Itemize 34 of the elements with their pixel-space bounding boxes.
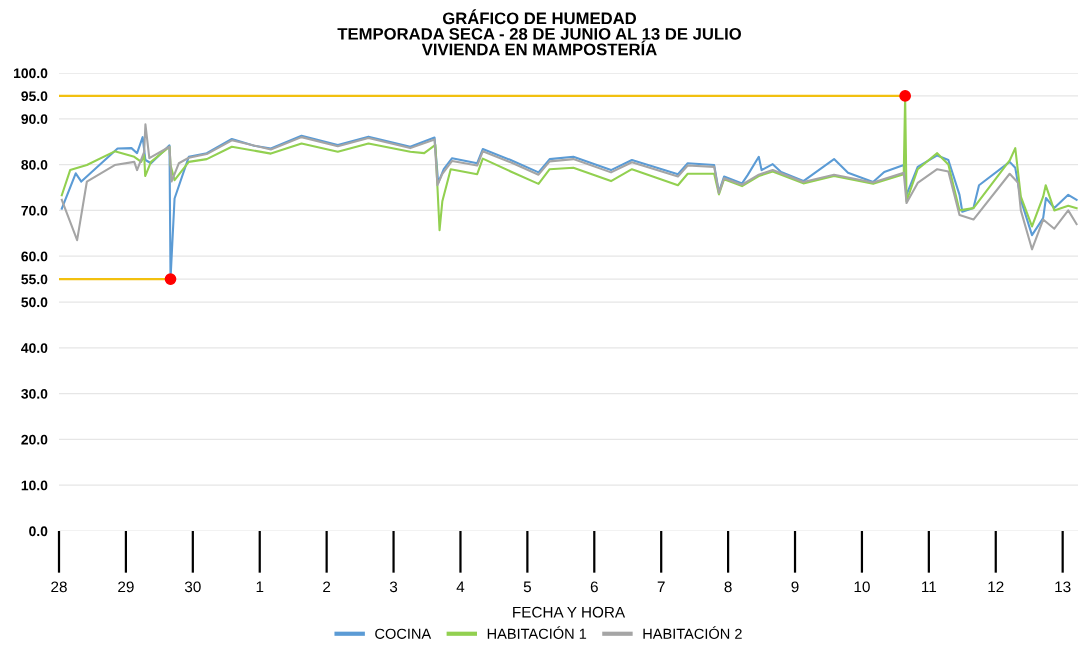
x-tick-label: 11 xyxy=(922,581,937,593)
x-tick-label: 4 xyxy=(456,581,465,593)
y-tick-label: 100.0 xyxy=(14,68,48,79)
y-tick-label: 90.0 xyxy=(21,114,48,124)
y-tick-label: 80.0 xyxy=(21,159,48,170)
x-tick-label: 2 xyxy=(323,581,331,593)
x-tick-label: 7 xyxy=(657,581,665,593)
y-tick-label: 10.0 xyxy=(21,480,48,491)
y-tick-label: 55.0 xyxy=(21,274,48,285)
x-axis-title: FECHA Y HORA xyxy=(513,606,626,618)
y-tick-label: 50.0 xyxy=(21,297,48,308)
y-tick-label: 30.0 xyxy=(21,388,48,399)
x-tick-label: 5 xyxy=(523,581,531,593)
y-tick-label: 40.0 xyxy=(21,343,48,353)
x-tick-label: 29 xyxy=(118,581,134,593)
x-tick-label: 30 xyxy=(184,581,201,593)
x-tick-label: 10 xyxy=(854,581,870,593)
legend-label: HABITACIÓN 2 xyxy=(643,626,742,639)
legend-label: COCINA xyxy=(375,628,432,639)
x-tick-label: 13 xyxy=(1055,581,1071,593)
y-tick-label: 60.0 xyxy=(21,251,48,262)
x-tick-label: 28 xyxy=(51,581,67,593)
x-tick-label: 1 xyxy=(256,581,264,593)
x-tick-label: 8 xyxy=(724,581,732,593)
y-tick-label: 70.0 xyxy=(21,205,48,216)
y-tick-label: 0.0 xyxy=(29,526,48,537)
x-tick-label: 6 xyxy=(590,581,598,593)
x-tick-label: 9 xyxy=(791,581,799,593)
chart-title: GRÁFICO DE HUMEDAD TEMPORADA SECA - 28 DE JUNIO AL 13 DE JULIO VIVIENDA EN MAMPOSTERÍA xyxy=(337,9,741,56)
x-tick-label: 3 xyxy=(389,581,398,593)
x-tick-label: 12 xyxy=(988,581,1004,593)
y-tick-label: 20.0 xyxy=(21,434,48,445)
y-tick-label: 95.0 xyxy=(21,91,48,102)
legend-label: HABITACIÓN 1 xyxy=(487,626,587,639)
